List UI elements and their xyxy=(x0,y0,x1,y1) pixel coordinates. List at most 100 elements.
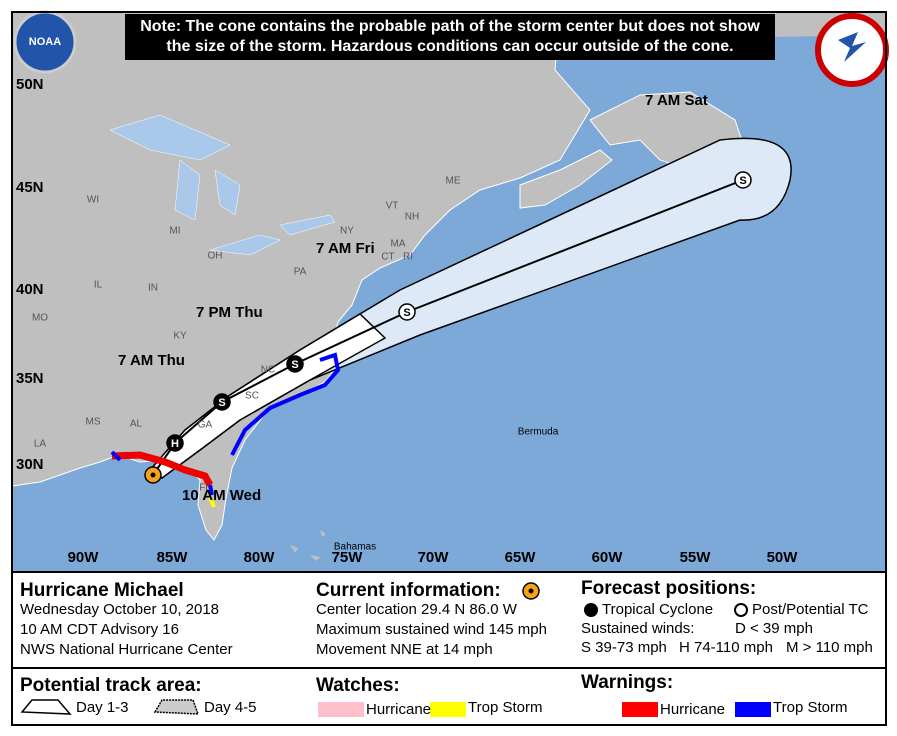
current-position-dot xyxy=(528,588,534,594)
state-label: IN xyxy=(148,283,158,294)
longitude-label: 80W xyxy=(244,549,276,566)
warning-trop-storm: Trop Storm xyxy=(773,699,847,716)
day-4-5-symbol xyxy=(153,699,200,715)
forecast-h: H 74-110 mph xyxy=(679,639,773,656)
state-label: NC xyxy=(261,365,275,376)
forecast-title: Forecast positions: xyxy=(581,578,756,599)
storm-date: Wednesday October 10, 2018 xyxy=(20,601,219,618)
track-point xyxy=(166,434,184,452)
watch-hurricane: Hurricane xyxy=(366,701,431,718)
state-label: KY xyxy=(173,331,187,342)
state-label: VT xyxy=(386,201,399,212)
longitude-label: 75W xyxy=(332,549,364,566)
warnings-title: Warnings: xyxy=(581,672,673,693)
latitude-label: 50N xyxy=(16,76,44,93)
longitude-label: 65W xyxy=(505,549,537,566)
track-area-title: Potential track area: xyxy=(20,675,202,696)
hurricane-warning xyxy=(111,451,214,487)
current-movement: Movement NNE at 14 mph xyxy=(316,641,493,658)
hurricane-warning-swatch xyxy=(622,702,658,717)
state-label: LA xyxy=(34,439,47,450)
forecast-d: D < 39 mph xyxy=(735,620,813,637)
state-label: MI xyxy=(169,226,180,237)
great-lakes xyxy=(109,114,336,256)
storm-name: Hurricane Michael xyxy=(20,580,184,601)
noaa-logo-text: NOAA xyxy=(29,36,61,48)
post-tc-symbol xyxy=(734,603,748,617)
track-point xyxy=(734,171,752,189)
track-symbol: S xyxy=(739,175,746,187)
day-1-3-symbol xyxy=(20,699,72,715)
tropical-cyclone-symbol xyxy=(584,603,598,617)
track-area-day13: Day 1-3 xyxy=(76,699,129,716)
track-symbol: S xyxy=(291,359,298,371)
bahamas-islands xyxy=(290,530,326,561)
forecast-time-label: 7 AM Sat xyxy=(645,92,708,109)
watch-trop-storm: Trop Storm xyxy=(468,699,542,716)
longitude-label: 85W xyxy=(157,549,189,566)
state-label: CT xyxy=(381,252,394,263)
forecast-time-label: 7 AM Thu xyxy=(118,352,185,369)
current-position-dot xyxy=(150,472,156,478)
state-label: NY xyxy=(340,226,354,237)
state-label: AL xyxy=(130,419,143,430)
note-box xyxy=(125,14,775,60)
forecast-time-label: 7 AM Fri xyxy=(316,240,375,257)
tropical-storm-warning xyxy=(230,352,341,456)
trop-storm-watch-swatch xyxy=(430,702,466,717)
longitude-label: 55W xyxy=(680,549,712,566)
track-symbol: S xyxy=(218,397,225,409)
longitude-label: 50W xyxy=(767,549,799,566)
track-symbol: S xyxy=(403,307,410,319)
longitude-label: 90W xyxy=(68,549,100,566)
watches-title: Watches: xyxy=(316,675,400,696)
forecast-s: S 39-73 mph xyxy=(581,639,667,656)
track-point xyxy=(213,393,231,411)
storm-advisory: 10 AM CDT Advisory 16 xyxy=(20,621,179,638)
longitude-label: 60W xyxy=(592,549,624,566)
forecast-m: M > 110 mph xyxy=(786,639,873,656)
info-panel xyxy=(11,571,887,726)
current-location: Center location 29.4 N 86.0 W xyxy=(316,601,518,618)
place-label: Bermuda xyxy=(518,427,559,438)
state-label: MA xyxy=(391,239,406,250)
nova-scotia xyxy=(519,149,613,209)
state-label: RI xyxy=(403,252,413,263)
track-area-day45: Day 4-5 xyxy=(204,699,257,716)
latitude-label: 35N xyxy=(16,370,44,387)
track-symbol: H xyxy=(171,438,179,450)
latitude-label: 40N xyxy=(16,281,44,298)
state-label: WI xyxy=(87,195,99,206)
tropical-storm-watch xyxy=(208,496,216,508)
latitude-label: 30N xyxy=(16,456,44,473)
note-line: the size of the storm. Hazardous conditi… xyxy=(166,38,733,55)
track-point xyxy=(286,355,304,373)
state-label: PA xyxy=(294,267,307,278)
hurricane-watch-swatch xyxy=(318,702,364,717)
latitude-label: 45N xyxy=(16,179,44,196)
state-label: FL xyxy=(199,483,211,494)
forecast-post: Post/Potential TC xyxy=(752,601,869,618)
place-label: Bahamas xyxy=(334,542,376,553)
current-title: Current information: xyxy=(316,580,501,601)
state-label: OH xyxy=(208,251,223,262)
warning-hurricane: Hurricane xyxy=(660,701,725,718)
state-label: MS xyxy=(86,417,101,428)
note-line: Note: The cone contains the probable pat… xyxy=(140,18,760,35)
trop-storm-warning-swatch xyxy=(735,702,771,717)
state-label: MO xyxy=(32,313,48,324)
tropical-storm-warning xyxy=(110,450,214,496)
state-label: NH xyxy=(405,212,419,223)
state-label: ME xyxy=(446,176,461,187)
longitude-label: 70W xyxy=(418,549,450,566)
current-wind: Maximum sustained wind 145 mph xyxy=(316,621,547,638)
forecast-time-label: 7 PM Thu xyxy=(196,304,263,321)
track-point xyxy=(398,303,416,321)
forecast-winds-label: Sustained winds: xyxy=(581,620,694,637)
forecast-tropical: Tropical Cyclone xyxy=(602,601,713,618)
storm-center: NWS National Hurricane Center xyxy=(20,641,233,658)
forecast-time-label: 10 AM Wed xyxy=(182,487,261,504)
nws-logo-bolt xyxy=(838,32,866,62)
state-label: GA xyxy=(198,420,213,431)
